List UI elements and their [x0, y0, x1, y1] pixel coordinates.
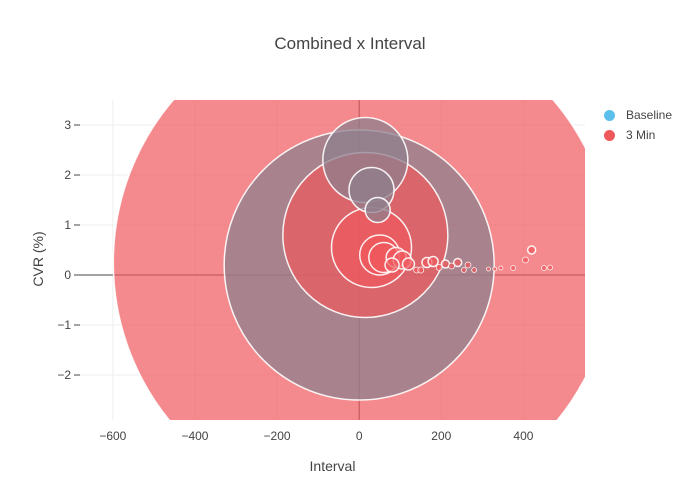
y-tick-label: 1: [64, 218, 71, 232]
bubble-3min: [498, 265, 504, 271]
legend-swatch-baseline: [603, 108, 616, 122]
y-tick-label: −1: [57, 318, 71, 332]
bubble-3min: [401, 257, 416, 271]
bubble-3min: [526, 245, 537, 255]
chart-title: Combined x Interval: [274, 34, 426, 53]
y-axis-ticks: −2 −1 0 1 2 3: [57, 118, 80, 382]
x-tick-label: −600: [99, 429, 126, 443]
bubble-3min: [541, 265, 547, 271]
bubble-3min: [464, 261, 472, 269]
bubble-3min: [547, 264, 554, 271]
x-tick-label: 0: [356, 429, 363, 443]
bubble-3min: [471, 267, 478, 273]
y-tick-label: 3: [64, 118, 71, 132]
x-tick-label: 400: [513, 429, 533, 443]
bubble-3min: [417, 266, 425, 274]
legend-swatch-3min: [603, 128, 616, 142]
bubble-3min: [510, 265, 517, 271]
markers-layer: [112, 100, 585, 420]
bubble-3min: [435, 264, 443, 271]
legend-label-baseline: Baseline: [626, 108, 673, 122]
bubble-baseline: [364, 196, 391, 224]
y-tick-label: −2: [57, 368, 71, 382]
bubble-3min: [440, 259, 451, 269]
bubble-3min: [460, 267, 467, 273]
bubble-3min: [492, 266, 498, 272]
legend-label-3min: 3 Min: [626, 128, 656, 142]
bubble-3min: [486, 266, 491, 272]
legend-item-3min[interactable]: 3 Min: [603, 125, 672, 145]
x-axis-label: Interval: [309, 458, 356, 474]
legend-item-baseline[interactable]: Baseline: [603, 105, 672, 125]
x-tick-label: 200: [431, 429, 451, 443]
bubble-3min: [452, 257, 463, 268]
legend[interactable]: Baseline 3 Min: [603, 105, 672, 145]
y-tick-label: 0: [64, 268, 71, 282]
bubble-3min: [427, 255, 439, 268]
x-tick-label: −200: [264, 429, 291, 443]
bubble-3min: [384, 257, 400, 273]
bubble-3min: [448, 262, 455, 270]
x-axis-ticks: −600 −400 −200 0 200 400: [99, 429, 533, 443]
y-axis-label: CVR (%): [30, 231, 46, 287]
x-tick-label: −400: [181, 429, 208, 443]
bubble-3min: [522, 256, 529, 264]
y-tick-label: 2: [64, 168, 71, 182]
